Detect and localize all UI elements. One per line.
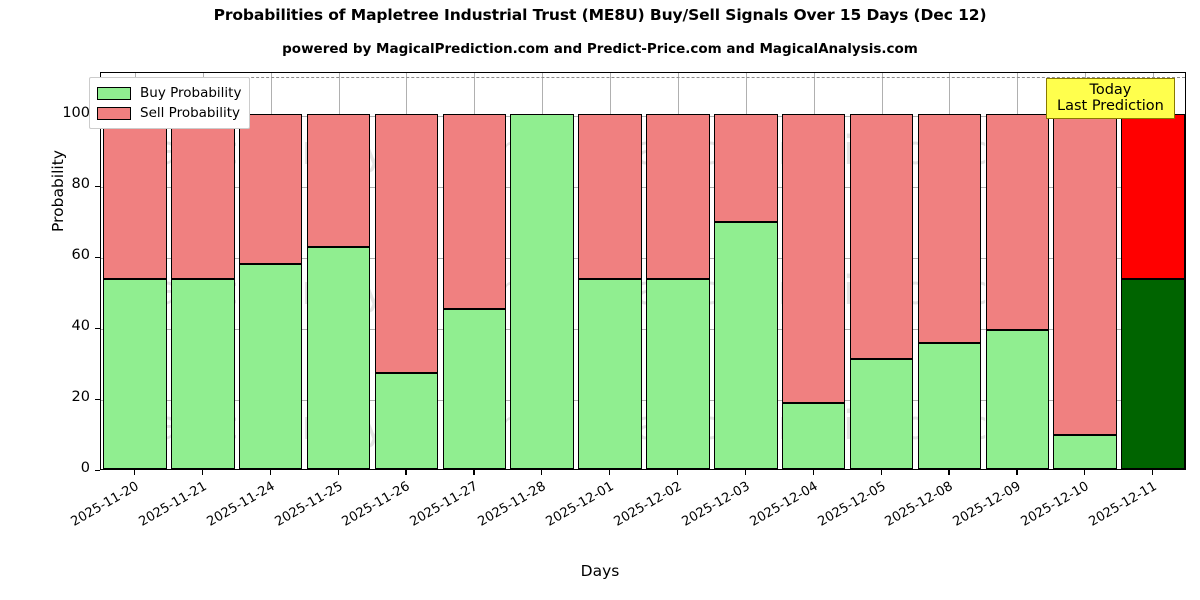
y-tick-mark (95, 327, 100, 330)
bar-segment-sell[interactable] (714, 113, 778, 223)
y-tick-mark (95, 185, 100, 187)
x-tick-mark (1152, 470, 1154, 475)
x-tick-mark (1016, 470, 1018, 475)
plot-area: MagicalAnalysis.comMagicalPrediction.com… (100, 72, 1186, 470)
bar-segment-buy[interactable] (238, 263, 303, 469)
x-tick-mark (880, 470, 882, 475)
bar-column[interactable] (442, 113, 507, 469)
x-tick-mark (744, 470, 746, 475)
bar-column[interactable] (171, 113, 235, 469)
legend-item-sell[interactable]: Sell Probability (97, 103, 241, 123)
legend-swatch-buy (97, 86, 131, 100)
bar-segment-sell[interactable] (171, 113, 235, 279)
bar-column[interactable] (510, 113, 574, 469)
bar-segment-buy[interactable] (171, 278, 235, 469)
bar-segment-sell[interactable] (849, 113, 914, 360)
legend-label-buy: Buy Probability (140, 85, 242, 101)
bar-segment-buy[interactable] (849, 359, 914, 469)
reference-dashed-line (101, 76, 1185, 78)
bar-segment-buy[interactable] (306, 246, 371, 469)
chart-title: Probabilities of Mapletree Industrial Tr… (213, 6, 987, 24)
bar-column[interactable] (985, 113, 1050, 469)
bar-segment-buy[interactable] (917, 342, 982, 469)
bar-column[interactable] (646, 113, 710, 469)
chart-subtitle: powered by MagicalPrediction.com and Pre… (282, 41, 918, 57)
y-gridline (101, 399, 1185, 401)
y-gridline (101, 328, 1185, 330)
today-annotation: Today Last Prediction (1046, 78, 1175, 120)
y-tick-mark (95, 256, 100, 258)
x-tick-mark (541, 470, 543, 475)
bar-segment-buy[interactable] (1121, 278, 1185, 469)
legend-swatch-sell (97, 106, 131, 120)
chart-legend: Buy Probability Sell Probability (89, 77, 251, 129)
bar-segment-buy[interactable] (714, 222, 778, 469)
bar-segment-sell[interactable] (306, 113, 371, 247)
bar-segment-sell[interactable] (374, 113, 439, 374)
legend-item-buy[interactable]: Buy Probability (97, 83, 241, 103)
bar-column[interactable] (1053, 113, 1117, 469)
bar-segment-buy[interactable] (781, 402, 846, 469)
bar-segment-buy[interactable] (442, 309, 507, 469)
x-tick-mark (812, 470, 814, 475)
bar-segment-buy[interactable] (374, 373, 439, 469)
y-tick-label: 60 (71, 246, 90, 263)
bar-column[interactable] (238, 113, 303, 469)
x-tick-mark (473, 470, 475, 475)
today-annotation-line2: Last Prediction (1057, 98, 1164, 115)
bar-segment-sell[interactable] (442, 113, 507, 310)
y-gridline (101, 186, 1185, 188)
bar-segment-buy[interactable] (578, 278, 642, 469)
bar-column[interactable] (781, 113, 846, 469)
y-tick-label: 100 (62, 104, 90, 121)
bar-segment-sell[interactable] (917, 113, 982, 343)
bar-column[interactable] (849, 113, 914, 469)
y-gridline (101, 115, 1185, 117)
y-tick-label: 40 (71, 317, 90, 334)
bar-segment-sell[interactable] (1053, 113, 1117, 435)
bar-segment-sell[interactable] (1121, 113, 1185, 279)
bar-column[interactable] (306, 113, 371, 469)
bar-segment-sell[interactable] (578, 113, 642, 279)
y-tick-label: 80 (71, 175, 90, 192)
x-tick-mark (676, 470, 679, 475)
x-tick-mark (201, 470, 203, 475)
bar-column[interactable] (714, 113, 778, 469)
x-tick-mark (609, 470, 611, 475)
x-tick-mark (337, 470, 339, 475)
bar-segment-sell[interactable] (646, 113, 710, 279)
bar-segment-buy[interactable] (985, 330, 1050, 469)
bar-segment-buy[interactable] (510, 113, 574, 469)
bar-column[interactable] (917, 113, 982, 469)
x-axis-label: Days (580, 562, 620, 580)
bar-segment-sell[interactable] (238, 113, 303, 264)
y-tick-label: 0 (80, 460, 90, 476)
bar-segment-buy[interactable] (1053, 434, 1117, 469)
x-tick-mark (269, 470, 271, 475)
today-annotation-line1: Today (1089, 82, 1132, 98)
x-tick-mark (133, 470, 136, 475)
x-tick-mark (1084, 470, 1086, 475)
bar-column[interactable] (103, 113, 167, 469)
bar-segment-sell[interactable] (985, 113, 1050, 331)
bar-column[interactable] (374, 113, 439, 469)
bar-segment-sell[interactable] (103, 113, 167, 279)
y-tick-label: 20 (71, 388, 90, 405)
bar-segment-sell[interactable] (781, 113, 846, 403)
y-tick-mark (95, 470, 100, 472)
x-tick-mark (948, 470, 950, 475)
y-gridline (101, 257, 1185, 259)
bar-column[interactable] (578, 113, 642, 469)
x-tick-mark (405, 470, 407, 475)
bar-column[interactable] (1121, 113, 1185, 469)
bar-segment-buy[interactable] (646, 278, 710, 469)
legend-label-sell: Sell Probability (140, 105, 241, 121)
bar-segment-buy[interactable] (103, 278, 167, 469)
y-tick-mark (95, 398, 100, 401)
